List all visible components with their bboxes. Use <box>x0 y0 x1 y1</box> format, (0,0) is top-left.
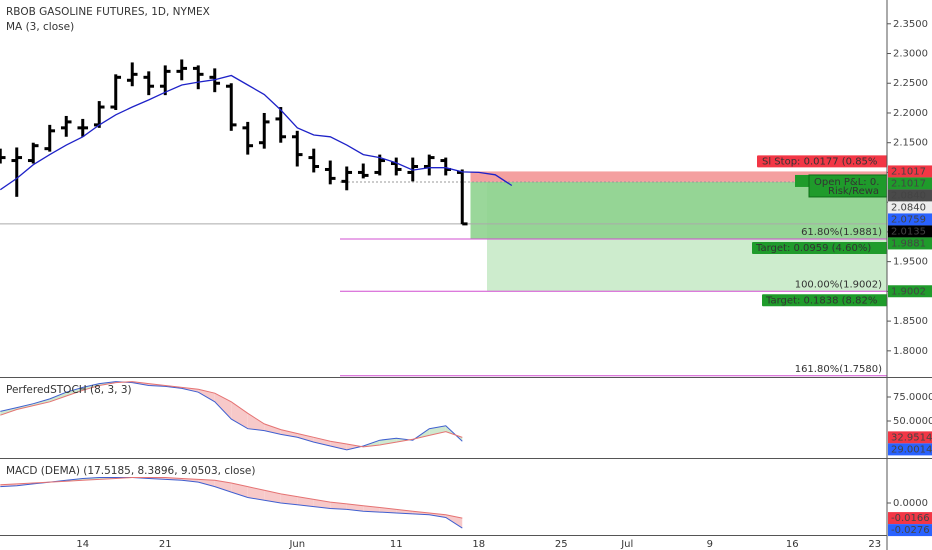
price-tag <box>888 285 932 298</box>
stop-label: Sl Stop: 0.0177 (0.85% <box>762 156 877 167</box>
x-tick-label: 11 <box>390 539 403 550</box>
price-tag <box>888 225 932 238</box>
price-tag-label: -0.0276 <box>891 525 930 536</box>
indicator-line <box>0 381 463 451</box>
open-pl-box <box>808 174 887 198</box>
band-fill <box>264 423 281 435</box>
x-tick-label: Jul <box>620 539 633 550</box>
band-fill <box>231 483 248 498</box>
pane-title: PerferedSTOCH (8, 3, 3) <box>6 384 132 396</box>
open-pl-label: Open P&L: 0. <box>814 177 879 188</box>
price-tag <box>888 189 932 202</box>
price-tag-label: 32.9514 <box>891 432 932 443</box>
band-fill <box>445 514 463 529</box>
price-tag <box>888 237 932 250</box>
band-fill <box>247 486 265 501</box>
band-fill <box>198 479 215 487</box>
band-fill <box>379 507 397 513</box>
target-label: Target: 0.0959 (4.60%) <box>755 243 871 254</box>
y-tick-label: 0.0000 <box>893 498 928 509</box>
indicator-line <box>0 381 463 448</box>
y-tick-label: 2.2000 <box>893 108 928 119</box>
price-tag-label: 29.0014 <box>891 444 932 455</box>
target-label-box <box>752 241 887 254</box>
indicator-label: MA (3, close) <box>6 21 74 33</box>
fib-label: 100.00%(1.9002) <box>795 279 882 290</box>
x-tick-label: 18 <box>472 539 485 550</box>
price-tag-label: 2.0840 <box>891 202 926 213</box>
price-tag <box>888 431 932 444</box>
indicator-line <box>0 477 463 529</box>
band-fill <box>214 480 232 493</box>
price-tag-label: 2.0759 <box>891 214 926 225</box>
y-tick-label: 1.8000 <box>893 346 928 357</box>
band-fill <box>313 437 331 446</box>
plot-area: 61.80%(1.9881) 100.00%(1.9002) 161.80%(1.7… <box>0 59 887 529</box>
price-tag <box>888 177 932 190</box>
band-fill <box>214 393 232 420</box>
price-tag <box>888 213 932 226</box>
price-tag <box>888 524 932 537</box>
band-fill <box>49 392 67 402</box>
stop-zone <box>470 171 887 182</box>
x-tick-label: 16 <box>786 539 799 550</box>
indicator-line <box>0 477 463 519</box>
risk-reward-label: Risk/Rewa <box>828 186 879 197</box>
band-fill <box>231 401 248 429</box>
target-label: Target: 0.1838 (8.82% <box>765 295 877 306</box>
price-tag-label: 2.1017 <box>891 178 926 189</box>
x-tick-label: 14 <box>76 539 89 550</box>
price-tag <box>888 201 932 214</box>
x-tick-label: 9 <box>707 539 713 550</box>
y-tick-label: 2.2500 <box>893 78 928 89</box>
y-tick-label: 50.0000 <box>893 416 932 427</box>
price-tag <box>888 443 932 456</box>
price-tag-label: -0.0166 <box>891 513 930 524</box>
target-label-box <box>762 294 887 307</box>
band-fill <box>330 441 347 450</box>
price-tag <box>888 512 932 525</box>
price-tag-label: 1.9881 <box>891 238 926 249</box>
y-tick-label: 75.0000 <box>893 392 932 403</box>
x-tick-label: 21 <box>159 539 172 550</box>
price-tag <box>888 165 932 178</box>
band-fill <box>280 493 298 505</box>
fib-label: 61.80%(1.9881) <box>801 227 882 238</box>
y-tick-label: 1.9500 <box>893 257 928 268</box>
band-fill <box>66 387 83 397</box>
band-fill <box>280 429 298 438</box>
fib-label: 161.80%(1.7580) <box>795 364 882 375</box>
price-tag-label: 2.0840 <box>891 190 926 201</box>
y-tick-label: 1.8500 <box>893 316 928 327</box>
band-fill <box>297 433 314 443</box>
y-tick-label: 2.1500 <box>893 138 928 149</box>
band-fill <box>247 413 265 431</box>
x-tick-label: Jun <box>288 539 305 550</box>
pane-title: MACD (DEMA) (17.5185, 8.3896, 9.0503, cl… <box>6 465 255 477</box>
x-tick-label: 23 <box>868 539 881 550</box>
chart-title: RBOB GASOLINE FUTURES, 1D, NYMEX <box>6 6 210 18</box>
moving-average <box>0 74 513 191</box>
price-tag-label: 1.9002 <box>891 286 926 297</box>
price-tag-label: 2.1017 <box>891 166 926 177</box>
price-axis: 2.35002.30002.25002.20002.15002.10002.05… <box>887 19 932 537</box>
y-tick-label: 2.3000 <box>893 49 928 60</box>
x-tick-label: 25 <box>555 539 568 550</box>
y-tick-label: 2.3500 <box>893 19 928 30</box>
stop-label-box <box>757 155 887 168</box>
price-tag-label: 2.0135 <box>891 226 926 237</box>
